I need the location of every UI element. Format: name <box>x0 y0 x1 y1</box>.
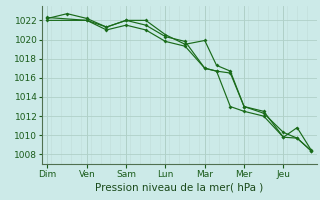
X-axis label: Pression niveau de la mer( hPa ): Pression niveau de la mer( hPa ) <box>95 183 263 193</box>
